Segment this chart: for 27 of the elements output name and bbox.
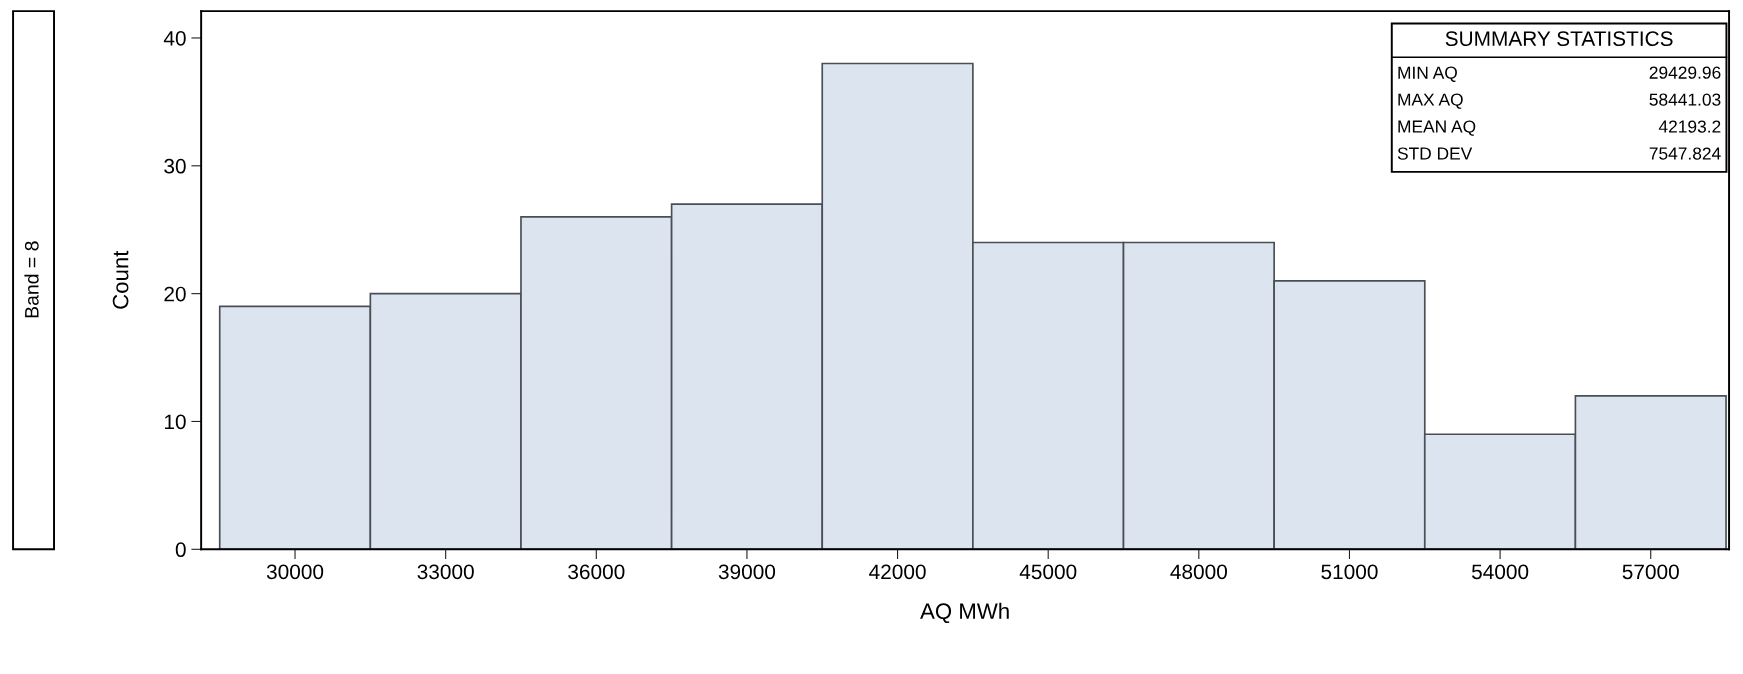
x-tick-label: 33000 <box>417 564 474 580</box>
annotation: 7547.824 <box>1649 147 1721 160</box>
y-tick-label: 0 <box>175 542 186 558</box>
y-tick-label: 40 <box>163 30 186 46</box>
annotation: 58441.03 <box>1649 93 1721 106</box>
annotation: 29429.96 <box>1649 66 1721 79</box>
x-tick-label: 42000 <box>869 564 926 580</box>
x-tick-label: 45000 <box>1019 564 1077 580</box>
annotation: MIN AQ <box>1398 66 1457 82</box>
annotation: MAX AQ <box>1398 93 1463 109</box>
annotation: SUMMARY STATISTICS <box>1445 31 1673 47</box>
x-tick-label: 54000 <box>1471 564 1529 580</box>
y-tick-label: 30 <box>164 158 186 174</box>
y-tick-label: 10 <box>164 414 186 430</box>
x-tick-label: 51000 <box>1321 564 1378 580</box>
x-tick-label: 48000 <box>1170 564 1227 580</box>
text: Band = 8 <box>24 241 39 318</box>
y-tick-label: 20 <box>164 286 186 302</box>
x-tick-label: 36000 <box>568 564 625 580</box>
y-axis-title: Count <box>112 250 129 309</box>
x-axis-title: AQ MWh <box>920 602 1009 624</box>
x-tick-label: 39000 <box>718 564 776 580</box>
x-tick-label: 30000 <box>266 564 324 580</box>
x-tick-label: 57000 <box>1622 564 1679 580</box>
annotation: 42193.2 <box>1658 120 1721 133</box>
annotation: MEAN AQ <box>1398 120 1476 136</box>
annotation: STD DEV <box>1397 147 1473 160</box>
